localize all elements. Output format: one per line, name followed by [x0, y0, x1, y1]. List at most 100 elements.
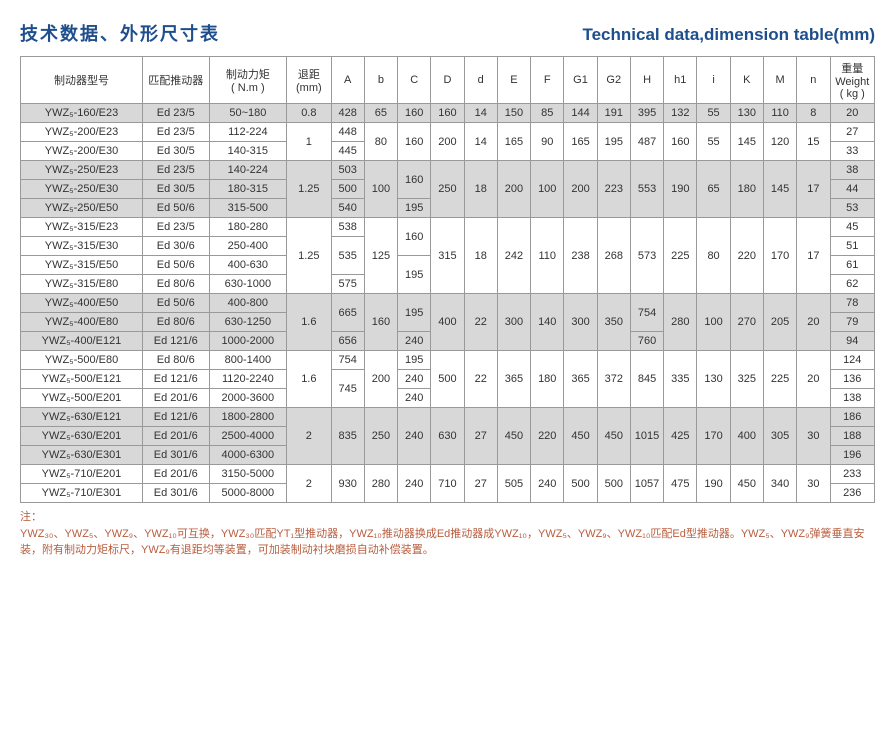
cell-model: YWZ₅-500/E121: [21, 370, 143, 389]
cell-F: 240: [531, 465, 564, 503]
cell-C: 160: [398, 123, 431, 161]
cell-C: 240: [398, 370, 431, 389]
cell-model: YWZ₅-400/E121: [21, 332, 143, 351]
cell-C: 240: [398, 332, 431, 351]
cell-i: 55: [697, 104, 730, 123]
cell-n: 20: [797, 351, 830, 408]
cell-b: 250: [364, 408, 397, 465]
cell-pusher: Ed 121/6: [143, 370, 210, 389]
cell-G2: 191: [597, 104, 630, 123]
cell-model: YWZ₅-500/E80: [21, 351, 143, 370]
cell-d: 18: [464, 218, 497, 294]
cell-C: 240: [398, 389, 431, 408]
cell-n: 17: [797, 218, 830, 294]
cell-G1: 200: [564, 161, 597, 218]
cell-i: 130: [697, 351, 730, 408]
cell-torque: 2000-3600: [209, 389, 287, 408]
cell-pusher: Ed 23/5: [143, 218, 210, 237]
cell-h1: 132: [664, 104, 697, 123]
cell-model: YWZ₅-200/E30: [21, 142, 143, 161]
cell-G2: 450: [597, 408, 630, 465]
footnote: 注： YWZ₃₀、YWZ₅、YWZ₉、YWZ₁₀可互换，YWZ₃₀匹配YT₁型推…: [20, 509, 875, 559]
cell-i: 190: [697, 465, 730, 503]
title-chinese: 技术数据、外形尺寸表: [20, 20, 220, 46]
table-row: YWZ₅-315/E23Ed 23/5180-2801.255381251603…: [21, 218, 875, 237]
cell-F: 110: [531, 218, 564, 294]
cell-pusher: Ed 23/5: [143, 161, 210, 180]
cell-i: 65: [697, 161, 730, 218]
cell-C: 160: [398, 104, 431, 123]
cell-G2: 350: [597, 294, 630, 351]
cell-model: YWZ₅-630/E121: [21, 408, 143, 427]
cell-A: 665: [331, 294, 364, 332]
cell-M: 120: [763, 123, 796, 161]
cell-K: 220: [730, 218, 763, 294]
th-G1: G1: [564, 57, 597, 104]
cell-td: 1.25: [287, 161, 331, 218]
cell-D: 500: [431, 351, 464, 408]
cell-E: 505: [497, 465, 530, 503]
cell-b: 80: [364, 123, 397, 161]
cell-G1: 450: [564, 408, 597, 465]
title-english: Technical data,dimension table(mm): [582, 25, 875, 45]
cell-C: 195: [398, 351, 431, 370]
cell-model: YWZ₅-500/E201: [21, 389, 143, 408]
cell-H: 1057: [630, 465, 663, 503]
cell-wt: 79: [830, 313, 875, 332]
cell-torque: 1120-2240: [209, 370, 287, 389]
th-torque: 制动力矩 ( N.m ): [209, 57, 287, 104]
cell-wt: 138: [830, 389, 875, 408]
cell-wt: 20: [830, 104, 875, 123]
cell-wt: 53: [830, 199, 875, 218]
cell-wt: 236: [830, 484, 875, 503]
table-row: YWZ₅-200/E23Ed 23/5112-22414488016020014…: [21, 123, 875, 142]
cell-K: 145: [730, 123, 763, 161]
cell-h1: 190: [664, 161, 697, 218]
cell-D: 200: [431, 123, 464, 161]
cell-E: 242: [497, 218, 530, 294]
cell-torque: 630-1250: [209, 313, 287, 332]
cell-model: YWZ₅-315/E80: [21, 275, 143, 294]
cell-M: 110: [763, 104, 796, 123]
cell-wt: 62: [830, 275, 875, 294]
cell-H: 553: [630, 161, 663, 218]
th-K: K: [730, 57, 763, 104]
cell-A: 535: [331, 237, 364, 275]
th-G2: G2: [597, 57, 630, 104]
th-D: D: [431, 57, 464, 104]
cell-pusher: Ed 201/6: [143, 427, 210, 446]
cell-model: YWZ₅-250/E30: [21, 180, 143, 199]
cell-model: YWZ₅-710/E201: [21, 465, 143, 484]
cell-G1: 500: [564, 465, 597, 503]
cell-torque: 2500-4000: [209, 427, 287, 446]
cell-wt: 233: [830, 465, 875, 484]
th-M: M: [763, 57, 796, 104]
cell-wt: 196: [830, 446, 875, 465]
th-F: F: [531, 57, 564, 104]
cell-pusher: Ed 80/6: [143, 313, 210, 332]
cell-model: YWZ₅-315/E23: [21, 218, 143, 237]
cell-b: 280: [364, 465, 397, 503]
cell-D: 315: [431, 218, 464, 294]
cell-wt: 51: [830, 237, 875, 256]
cell-E: 300: [497, 294, 530, 351]
th-C: C: [398, 57, 431, 104]
cell-i: 80: [697, 218, 730, 294]
cell-n: 20: [797, 294, 830, 351]
cell-G1: 365: [564, 351, 597, 408]
cell-G1: 238: [564, 218, 597, 294]
cell-h1: 335: [664, 351, 697, 408]
cell-G2: 372: [597, 351, 630, 408]
cell-model: YWZ₅-250/E23: [21, 161, 143, 180]
cell-E: 165: [497, 123, 530, 161]
cell-F: 85: [531, 104, 564, 123]
cell-A: 656: [331, 332, 364, 351]
cell-wt: 44: [830, 180, 875, 199]
th-b: b: [364, 57, 397, 104]
cell-wt: 61: [830, 256, 875, 275]
cell-model: YWZ₅-400/E50: [21, 294, 143, 313]
cell-A: 448: [331, 123, 364, 142]
cell-model: YWZ₅-160/E23: [21, 104, 143, 123]
cell-H: 845: [630, 351, 663, 408]
cell-td: 0.8: [287, 104, 331, 123]
